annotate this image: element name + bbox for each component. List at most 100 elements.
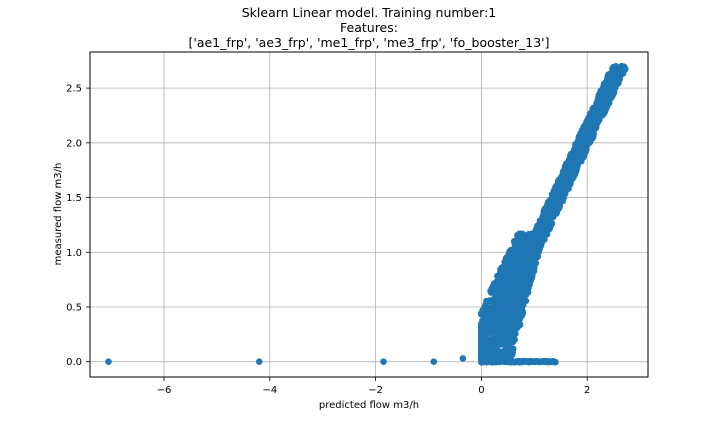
cloud-point: [505, 289, 513, 297]
zero-band-point: [552, 358, 559, 366]
band-point: [539, 213, 547, 220]
band-point: [600, 100, 608, 108]
band-point: [536, 244, 543, 251]
cloud-point: [523, 281, 530, 289]
band-point: [530, 235, 538, 243]
cloud-point: [505, 354, 512, 362]
chart-title-line-2: Features:: [340, 20, 398, 35]
cloud-point: [496, 294, 503, 302]
band-point: [561, 164, 569, 171]
band-point: [589, 132, 597, 140]
ridge-point: [530, 248, 538, 256]
y-tick-label: 0.5: [66, 302, 82, 313]
cloud-point: [522, 275, 529, 283]
band-point: [564, 181, 572, 189]
cloud-point: [522, 259, 530, 267]
y-tick-label: 2.0: [66, 138, 82, 149]
cloud-point: [527, 277, 534, 285]
cloud-point: [499, 307, 506, 315]
plot-frame: [89, 51, 649, 378]
band-point: [554, 203, 562, 211]
ridge-point: [607, 90, 615, 97]
cloud-point: [516, 310, 523, 318]
cloud-point: [478, 330, 485, 338]
y-axis-label: measured flow m3/h: [53, 163, 64, 266]
y-tick-label: 2.5: [66, 84, 82, 95]
y-tick-label: 1.5: [66, 193, 82, 204]
outlier-point: [380, 358, 387, 365]
band-point: [585, 117, 593, 125]
cloud-point: [510, 281, 518, 289]
x-tick-label: −2: [368, 385, 383, 396]
cloud-point: [478, 335, 485, 343]
cloud-point: [522, 268, 530, 275]
outlier-point: [430, 358, 438, 365]
cloud-point: [519, 234, 526, 241]
x-tick-label: −6: [157, 385, 172, 396]
cloud-point: [500, 278, 508, 285]
band-point: [603, 83, 611, 91]
x-tick-label: 2: [584, 385, 590, 396]
chart-title-line-3: ['ae1_frp', 'ae3_frp', 'me1_frp', 'me3_f…: [189, 35, 550, 50]
cloud-point: [500, 317, 507, 324]
x-tick-label: 0: [478, 385, 484, 396]
cloud-point: [494, 280, 502, 287]
cloud-point: [509, 274, 516, 282]
cloud-point: [521, 289, 529, 296]
cloud-point: [513, 259, 520, 266]
cloud-point: [512, 251, 520, 258]
ridge-point: [562, 172, 570, 179]
band-point: [597, 95, 604, 102]
band-point: [527, 242, 535, 249]
cloud-point: [503, 271, 510, 279]
cloud-point: [486, 338, 493, 346]
band-point: [559, 197, 567, 205]
cloud-point: [488, 314, 495, 322]
band-point: [573, 141, 581, 148]
band-point: [538, 230, 546, 237]
cloud-point: [509, 338, 517, 346]
band-point: [597, 90, 605, 98]
chart-title-line-1: Sklearn Linear model. Training number:1: [242, 5, 497, 20]
cloud-point: [489, 283, 497, 291]
band-point: [609, 74, 616, 82]
cloud-point: [483, 297, 490, 305]
cloud-point: [508, 347, 516, 355]
grid-lines: [90, 52, 648, 377]
band-point: [536, 219, 544, 227]
y-tick-label: 0.0: [66, 357, 82, 368]
band-point: [548, 212, 556, 219]
cloud-point: [506, 311, 513, 319]
cloud-point: [493, 319, 501, 327]
band-point: [589, 112, 597, 120]
cloud-point: [514, 287, 522, 295]
cloud-point: [478, 325, 485, 333]
band-point: [576, 153, 584, 161]
ridge-point: [578, 145, 586, 152]
outlier-point: [479, 309, 486, 316]
band-point: [594, 109, 602, 117]
cloud-point: [513, 303, 521, 311]
band-point: [601, 109, 608, 116]
cloud-point: [497, 338, 504, 346]
band-point: [543, 222, 551, 229]
cloud-point: [492, 354, 499, 362]
band-point: [559, 177, 566, 185]
cloud-point: [505, 304, 513, 312]
cloud-point: [496, 349, 503, 356]
ridge-point: [618, 62, 625, 70]
outlier-point: [478, 356, 485, 363]
band-point: [559, 185, 567, 193]
cloud-point: [503, 266, 511, 273]
outlier-point: [459, 355, 467, 362]
cloud-point: [495, 312, 503, 320]
ridge-point: [499, 325, 506, 333]
band-point: [594, 103, 602, 111]
cloud-point: [509, 317, 517, 325]
band-point: [568, 170, 575, 178]
cloud-point: [480, 343, 488, 351]
y-tick-label: 1.0: [66, 248, 82, 259]
cloud-point: [511, 266, 518, 274]
band-point: [610, 65, 617, 72]
